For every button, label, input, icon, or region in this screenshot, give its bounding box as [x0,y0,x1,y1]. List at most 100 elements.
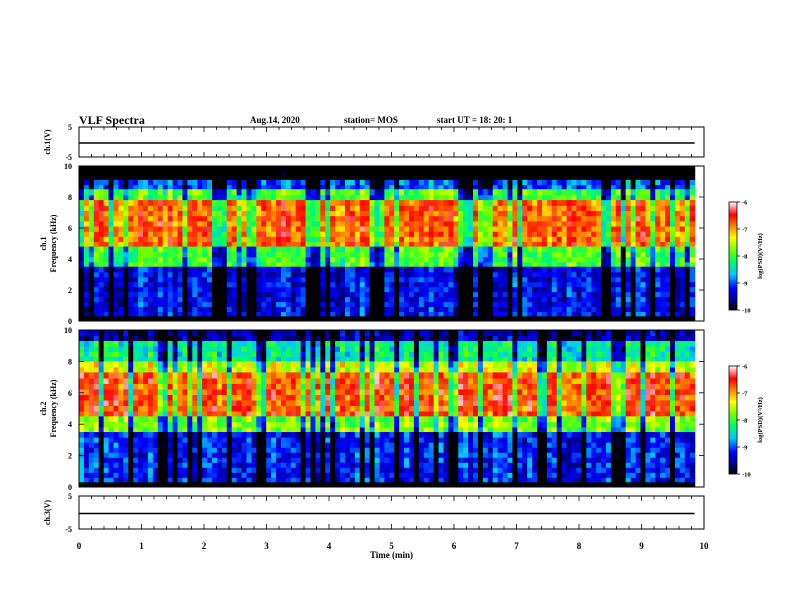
ch1-spectrogram-cell [679,286,686,293]
ch1-spectrogram-cell [83,236,90,243]
ch1-spectrogram-cell [428,166,435,172]
ch1-spectrogram-cell [187,205,193,212]
ch1-spectrogram-cell [443,200,449,206]
ch1-spectrogram-cell [202,225,208,232]
ch2-spectrogram-cell [541,346,548,352]
ch1-spectrogram-cell [202,271,208,278]
ch2-spectrogram-cell [615,346,622,352]
ch1-spectrogram-cell [315,200,321,206]
ch1-spectrogram-cell [118,276,124,283]
ch2-spectrogram-cell [655,340,661,347]
ch1-spectrogram-cell [615,246,622,253]
ch1-spectrogram-cell [374,261,381,268]
ch1-spectrogram-cell [541,296,548,303]
ch1-spectrogram-cell [408,271,415,278]
ch1-spectrogram-cell [605,318,612,321]
ch1-spectrogram-cell [561,276,568,283]
ch1-spectrogram-cell [216,189,223,196]
ch1-spectrogram-cell [172,179,179,186]
ch1-spectrogram-cell [620,236,627,243]
ch2-spectrogram-cell [172,330,179,337]
ch1-spectrogram-cell [551,261,558,268]
ch1-spectrogram-cell [512,205,518,212]
ch1-spectrogram-cell [83,311,90,317]
ch1-spectrogram-cell [79,296,85,303]
ch2-spectrogram-cell [300,346,307,352]
ch1-spectrogram-cell [300,311,307,317]
ch1-spectrogram-cell [418,306,425,312]
ch1-spectrogram-cell [423,271,430,278]
ch1-spectrogram-cell [674,241,681,248]
ch1-spectrogram-cell [541,316,548,320]
ch1-spectrogram-cell [665,281,671,288]
ch1-spectrogram-cell [620,184,627,190]
ch1-spectrogram-cell [344,179,351,186]
ch1-spectrogram-cell [241,231,248,237]
ch1-spectrogram-cell [374,170,381,176]
ch1-spectrogram-cell [650,170,656,176]
ch1-spectrogram-cell [561,200,568,206]
ch1-spectrogram-cell [359,170,366,176]
ch1-spectrogram-cell [448,170,454,176]
ch2-spectrogram-cell [349,346,356,352]
ch1-spectrogram-cell [83,281,90,288]
ch1-spectrogram-cell [507,175,513,181]
ch1-spectrogram-cell [177,318,184,321]
ch2-spectrogram-cell [433,356,440,362]
ch1-spectrogram-cell [300,184,307,190]
ch1-spectrogram-cell [335,256,341,263]
ch1-spectrogram-cell [591,281,597,288]
ch1-spectrogram-cell [138,194,144,201]
ch1-spectrogram-cell [128,281,134,288]
ch1-spectrogram-cell [635,184,642,190]
ch1-spectrogram-cell [428,318,435,321]
ch1-spectrogram-cell [596,205,602,212]
ch1-spectrogram-cell [689,236,696,243]
ch1-spectrogram-cell [517,194,523,201]
ch2-spectrogram-cell [147,335,154,342]
ch1-spectrogram-cell [344,251,351,258]
ch1-spectrogram-cell [266,170,272,176]
ch2-spectrogram-cell [152,340,159,347]
ch1-voltage-ylabel: ch.1(V) [43,129,52,154]
ch1-spectrogram-cell [586,261,592,268]
ch1-spectrogram-cell [98,251,105,258]
ch1-spectrogram-cell [591,241,597,248]
ch2-spectrogram-cell [118,356,124,362]
ch1-spectrogram-cell [285,318,292,321]
ch1-spectrogram-cell [389,271,395,278]
ch1-spectrogram-cell [330,166,336,172]
ch1-spectrogram-cell [645,170,651,176]
ch1-spectrogram-cell [660,236,666,243]
ch1-spectrogram-cell [463,194,469,201]
ch1-spectrogram-cell [477,241,484,248]
ch1-spectrogram-cell [261,236,267,243]
ch1-spectrogram-cell [473,241,479,248]
ch1-spectrogram-cell [473,306,479,312]
ch2-spectrogram-cell [340,330,346,337]
ch1-spectrogram-cell [438,220,445,227]
ch1-spectrogram-cell [517,276,523,283]
ch1-spectrogram-cell [335,306,341,312]
ch1-spectrogram-cell [83,291,90,298]
ch1-spectrogram-cell [537,215,543,222]
ch1-spectrogram-cell [256,200,262,206]
ch1-spectrogram-cell [463,241,469,248]
ch1-spectrogram-cell [192,301,198,308]
ch1-spectrogram-cell [522,311,528,317]
ch1-spectrogram-cell [541,210,548,217]
ch2-spectrogram-cell [502,335,509,342]
ch1-spectrogram-cell [463,210,469,217]
ch2-spectrogram-cell [394,346,400,352]
ch1-spectrogram-cell [532,200,538,206]
ch1-spectrogram-cell [384,318,390,321]
ch2-spectrogram-cell [182,330,188,337]
ch1-spectrogram-cell [389,179,395,186]
ch1-spectrogram-cell [172,184,179,190]
ch1-spectrogram-cell [384,281,390,288]
ch1-spectrogram-cell [147,318,154,321]
ch1-spectrogram-cell [157,231,164,237]
ch1-spectrogram-cell [650,261,656,268]
ch1-spectrogram-cell [359,276,366,283]
ch1-spectrogram-cell [335,210,341,217]
